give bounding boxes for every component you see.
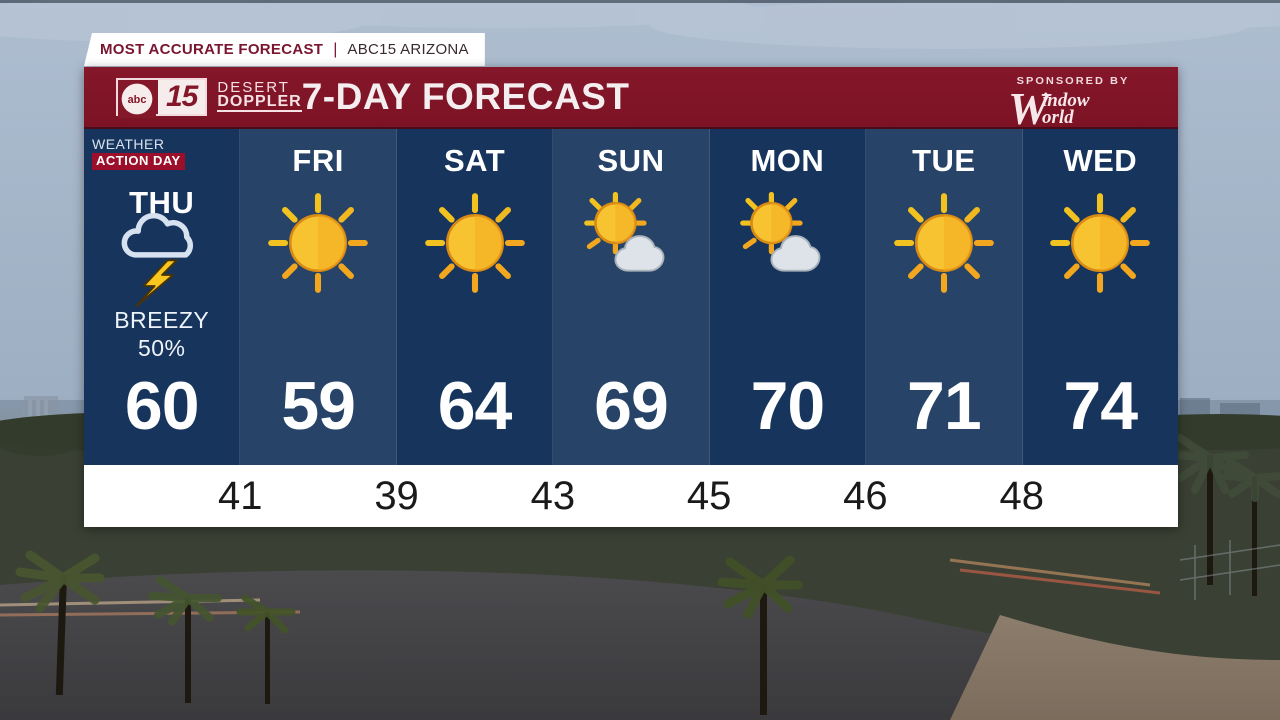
svg-text:abc: abc xyxy=(128,94,147,106)
